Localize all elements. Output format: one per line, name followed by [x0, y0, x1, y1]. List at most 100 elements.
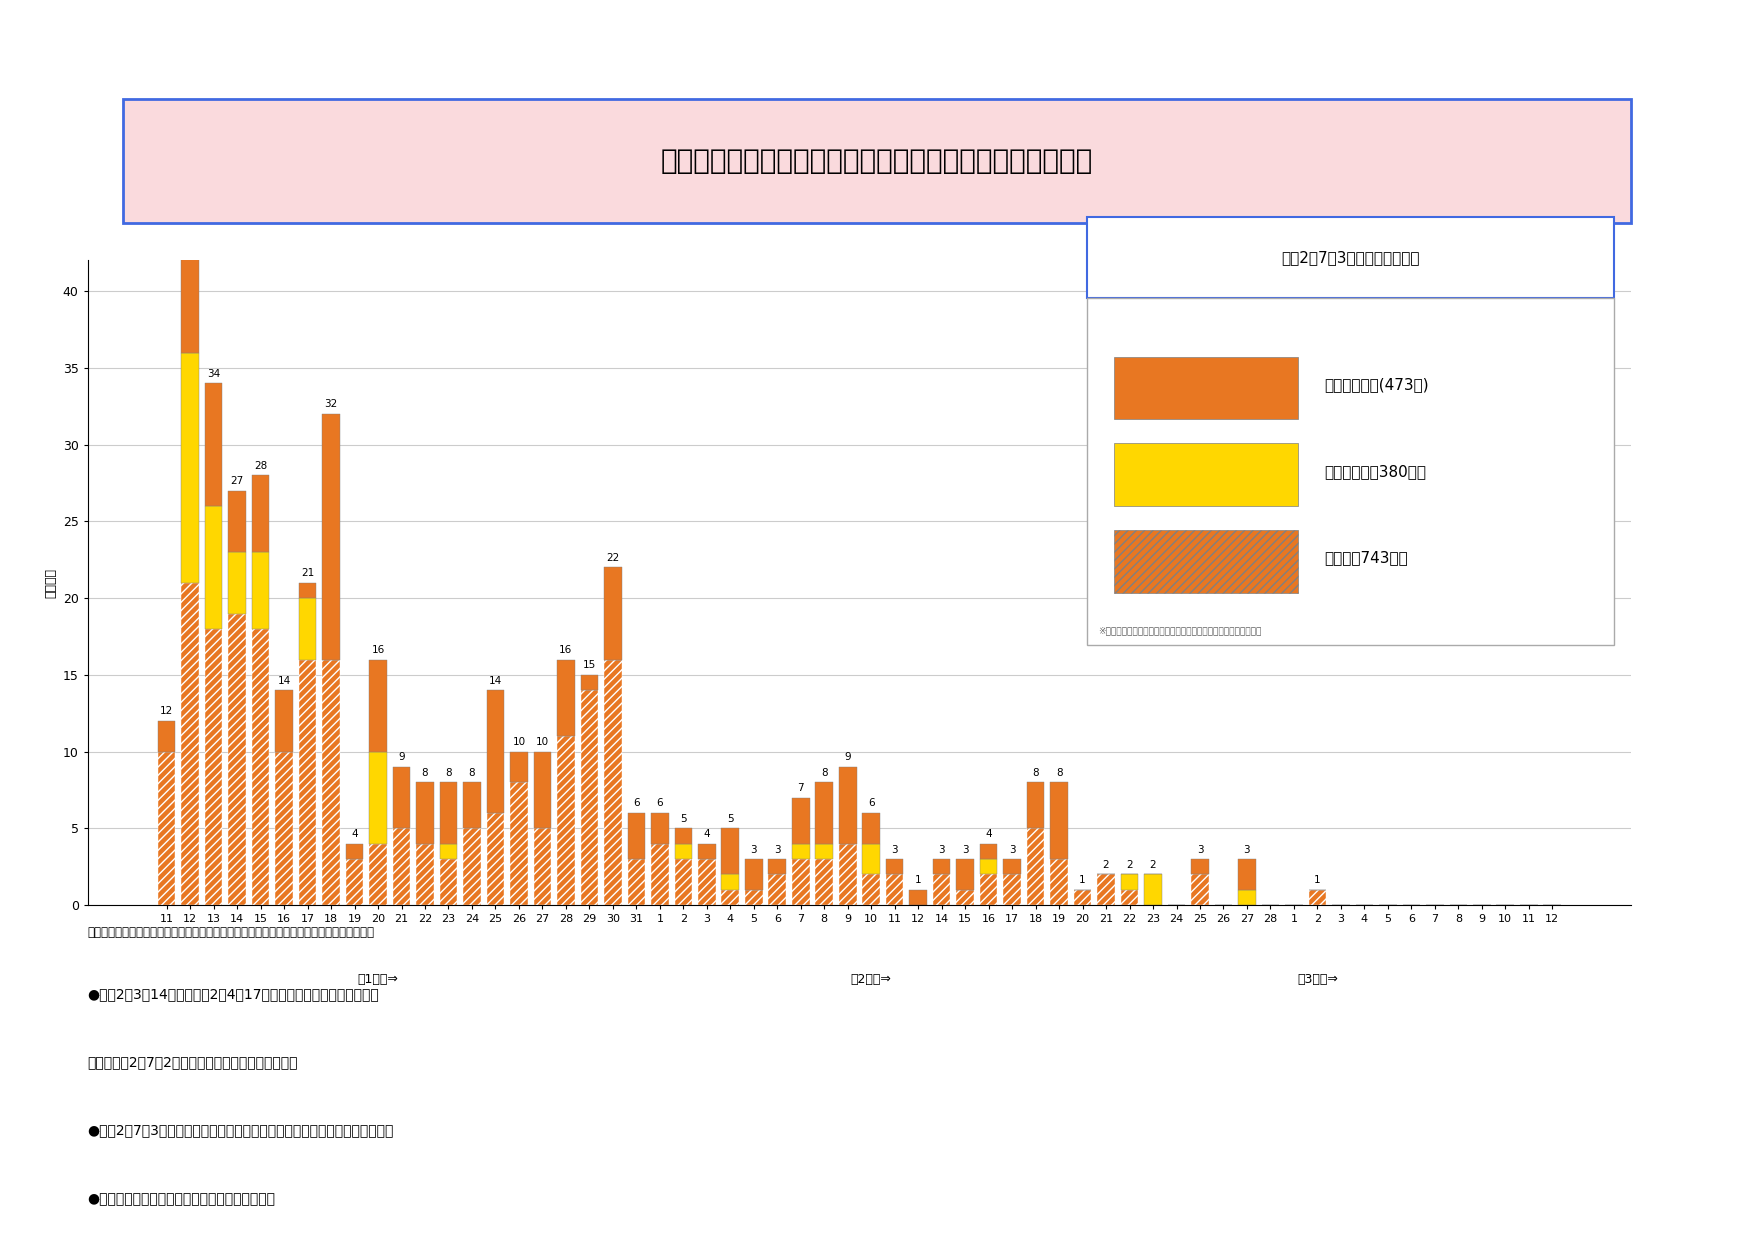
- Bar: [933, 874, 951, 905]
- Text: 濃厚接触者（380名）: 濃厚接触者（380名）: [1324, 464, 1426, 479]
- Text: 6: 6: [656, 799, 663, 808]
- Bar: [158, 751, 175, 905]
- Text: 8: 8: [468, 768, 475, 777]
- Text: 21: 21: [302, 568, 314, 578]
- Text: 2: 2: [1103, 859, 1109, 870]
- Text: （3月）⇒: （3月）⇒: [1296, 972, 1338, 986]
- Bar: [721, 828, 738, 874]
- Bar: [510, 751, 528, 782]
- Bar: [440, 843, 458, 859]
- Bar: [533, 751, 551, 828]
- Bar: [1308, 890, 1326, 905]
- Y-axis label: （件数）: （件数）: [44, 568, 58, 598]
- Bar: [603, 568, 621, 660]
- Text: 34: 34: [207, 368, 221, 378]
- Bar: [323, 414, 340, 660]
- Text: 16: 16: [372, 645, 384, 655]
- Text: 12: 12: [160, 707, 174, 717]
- Text: 15: 15: [582, 661, 596, 671]
- Bar: [651, 843, 668, 905]
- Bar: [816, 782, 833, 843]
- Bar: [393, 828, 410, 905]
- Bar: [698, 859, 716, 905]
- Bar: [275, 691, 293, 751]
- Bar: [228, 614, 246, 905]
- Bar: [1121, 874, 1138, 890]
- Bar: [768, 859, 786, 874]
- Bar: [416, 782, 433, 843]
- Text: 3: 3: [891, 844, 898, 854]
- Bar: [1191, 859, 1209, 874]
- Text: 8: 8: [1056, 768, 1063, 777]
- Bar: [181, 583, 198, 905]
- Bar: [675, 828, 693, 843]
- Bar: [1238, 890, 1256, 905]
- Text: 3: 3: [751, 844, 758, 854]
- Text: 3: 3: [938, 844, 945, 854]
- Text: 14: 14: [277, 676, 291, 686]
- Text: 新規（初発）(473名): 新規（初発）(473名): [1324, 377, 1430, 392]
- Bar: [980, 843, 998, 859]
- Bar: [1144, 874, 1161, 905]
- Bar: [181, 153, 198, 352]
- Bar: [181, 352, 198, 583]
- Text: 5: 5: [726, 813, 733, 823]
- Text: 5: 5: [681, 813, 686, 823]
- Bar: [675, 843, 693, 859]
- Bar: [205, 629, 223, 905]
- Bar: [463, 782, 481, 828]
- Bar: [651, 813, 668, 843]
- Bar: [275, 751, 293, 905]
- Text: ●直近２ヶ月の発生状況は上記グラフのとおり。: ●直近２ヶ月の発生状況は上記グラフのとおり。: [88, 1192, 275, 1205]
- Text: 10: 10: [512, 737, 526, 746]
- Text: 令和2年7月3日以降の感染者数: 令和2年7月3日以降の感染者数: [1282, 249, 1419, 265]
- Bar: [886, 874, 903, 905]
- Bar: [816, 859, 833, 905]
- Bar: [628, 859, 645, 905]
- Bar: [1026, 782, 1044, 828]
- Bar: [486, 691, 503, 813]
- Text: 4: 4: [351, 830, 358, 839]
- Bar: [768, 874, 786, 905]
- Bar: [1238, 859, 1256, 890]
- Text: 49: 49: [184, 139, 196, 149]
- Text: 4: 4: [986, 830, 993, 839]
- Bar: [1003, 859, 1021, 874]
- Text: 14: 14: [489, 676, 502, 686]
- Text: 3: 3: [961, 844, 968, 854]
- FancyBboxPatch shape: [123, 99, 1631, 223]
- Bar: [886, 859, 903, 874]
- Bar: [486, 813, 503, 905]
- Text: 6: 6: [868, 799, 875, 808]
- Text: 10: 10: [537, 737, 549, 746]
- Text: 32: 32: [324, 399, 339, 409]
- Bar: [581, 675, 598, 691]
- Text: ●令和2年7月3日以降、合計１５９６名の感染（うち初発４７３名）を確認。: ●令和2年7月3日以降、合計１５９６名の感染（うち初発４７３名）を確認。: [88, 1123, 395, 1137]
- Text: 長崎県での新型コロナウイルス感染症の発生状況について: 長崎県での新型コロナウイルス感染症の発生状況について: [661, 148, 1093, 175]
- FancyBboxPatch shape: [1087, 298, 1614, 645]
- Text: 28: 28: [254, 461, 267, 471]
- Text: 16: 16: [560, 645, 572, 655]
- Text: 1: 1: [916, 875, 921, 885]
- Bar: [416, 843, 433, 905]
- Bar: [205, 506, 223, 629]
- Bar: [933, 859, 951, 874]
- Bar: [1051, 782, 1068, 859]
- Bar: [253, 629, 270, 905]
- Bar: [793, 859, 810, 905]
- Bar: [370, 660, 388, 751]
- Bar: [1026, 828, 1044, 905]
- Bar: [253, 475, 270, 552]
- Bar: [323, 660, 340, 905]
- Bar: [253, 552, 270, 629]
- Bar: [558, 660, 575, 737]
- Bar: [533, 828, 551, 905]
- Bar: [603, 660, 621, 905]
- Bar: [1121, 890, 1138, 905]
- Bar: [956, 859, 973, 890]
- Text: （2月）⇒: （2月）⇒: [851, 972, 891, 986]
- Bar: [298, 583, 316, 598]
- Bar: [909, 890, 926, 905]
- Bar: [863, 874, 881, 905]
- Text: 1: 1: [1314, 875, 1321, 885]
